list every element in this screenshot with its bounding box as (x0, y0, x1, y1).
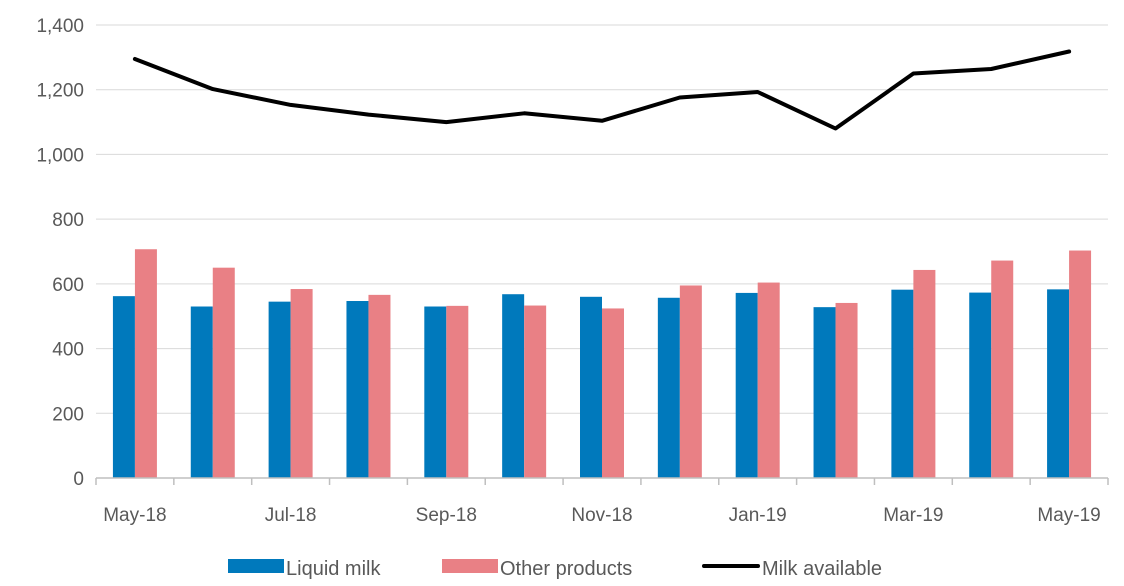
legend-swatch-liquid-milk (228, 559, 284, 573)
bar-other-products (602, 308, 624, 478)
bar-liquid-milk (112, 296, 135, 478)
bar-series (112, 249, 1092, 478)
legend-label-liquid-milk: Liquid milk (286, 558, 381, 580)
bar-liquid-milk (268, 301, 291, 478)
bar-other-products (757, 282, 780, 478)
bar-other-products (524, 305, 547, 478)
y-tick-label: 1,400 (36, 16, 84, 37)
bar-liquid-milk (813, 307, 836, 478)
legend: Liquid milk Other products Milk available (228, 558, 882, 580)
bar-liquid-milk (580, 296, 602, 478)
y-tick-label: 800 (52, 210, 84, 231)
x-tick-label: Nov-18 (571, 505, 632, 526)
x-tick-label: Sep-18 (416, 505, 477, 526)
bar-liquid-milk (891, 289, 914, 478)
x-tick-label: Jul-18 (265, 505, 317, 526)
line-milk-available (132, 49, 1072, 131)
x-tick-label: Mar-19 (883, 505, 943, 526)
bar-liquid-milk (346, 301, 369, 478)
y-tick-label: 1,000 (36, 145, 84, 166)
x-tick-label: May-19 (1037, 505, 1100, 526)
bar-other-products (446, 305, 469, 478)
bar-liquid-milk (1047, 289, 1070, 478)
bar-liquid-milk (735, 292, 758, 478)
bar-liquid-milk (190, 306, 213, 478)
bar-other-products (212, 267, 235, 478)
bar-other-products (290, 289, 313, 478)
bar-liquid-milk (969, 292, 992, 478)
x-tick-label: Jan-19 (729, 505, 787, 526)
bar-liquid-milk (424, 306, 447, 478)
legend-swatch-other-products (442, 559, 498, 573)
y-tick-label: 400 (52, 340, 84, 361)
axes: 0 200 400 600 800 1,000 1,200 1,400 May-18 Jul-18… (36, 16, 1109, 526)
bar-other-products (913, 269, 936, 478)
bar-other-products (1069, 250, 1092, 478)
y-tick-label: 1,200 (36, 81, 84, 102)
bar-liquid-milk (657, 297, 680, 478)
bar-other-products (679, 285, 702, 478)
y-tick-label: 0 (73, 469, 84, 490)
legend-label-other-products: Other products (500, 558, 632, 580)
line-series (132, 49, 1072, 131)
legend-label-milk-available: Milk available (762, 558, 882, 580)
bar-liquid-milk (502, 294, 525, 478)
bar-other-products (835, 302, 858, 478)
x-tick-label: May-18 (103, 505, 166, 526)
gridlines (96, 24, 1108, 414)
bar-other-products (991, 260, 1014, 478)
bar-other-products (368, 294, 391, 478)
y-tick-label: 600 (52, 275, 84, 296)
bar-other-products (134, 249, 157, 478)
y-tick-label: 200 (52, 404, 84, 425)
